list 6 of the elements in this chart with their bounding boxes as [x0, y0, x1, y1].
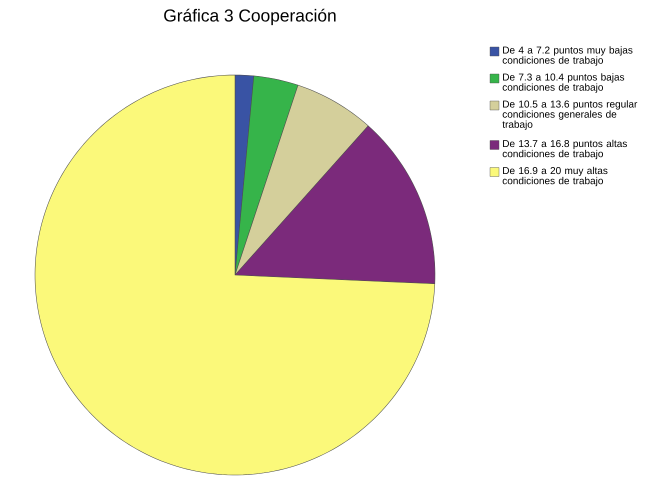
- chart-title: Gráfica 3 Cooperación: [164, 8, 336, 26]
- legend-label: De 13.7 a 16.8 puntos altas condiciones de trabajo: [502, 140, 627, 160]
- legend-label: De 10.5 a 13.6 puntos regular condiciones generales de trabajo: [502, 100, 638, 130]
- legend-label: De 7.3 a 10.4 puntos bajas condiciones de trabajo: [502, 73, 624, 93]
- legend-label: De 4 a 7.2 puntos muy bajas condiciones de trabajo: [502, 46, 633, 66]
- legend-label: De 16.9 a 20 muy altas condiciones de trabajo: [502, 166, 608, 186]
